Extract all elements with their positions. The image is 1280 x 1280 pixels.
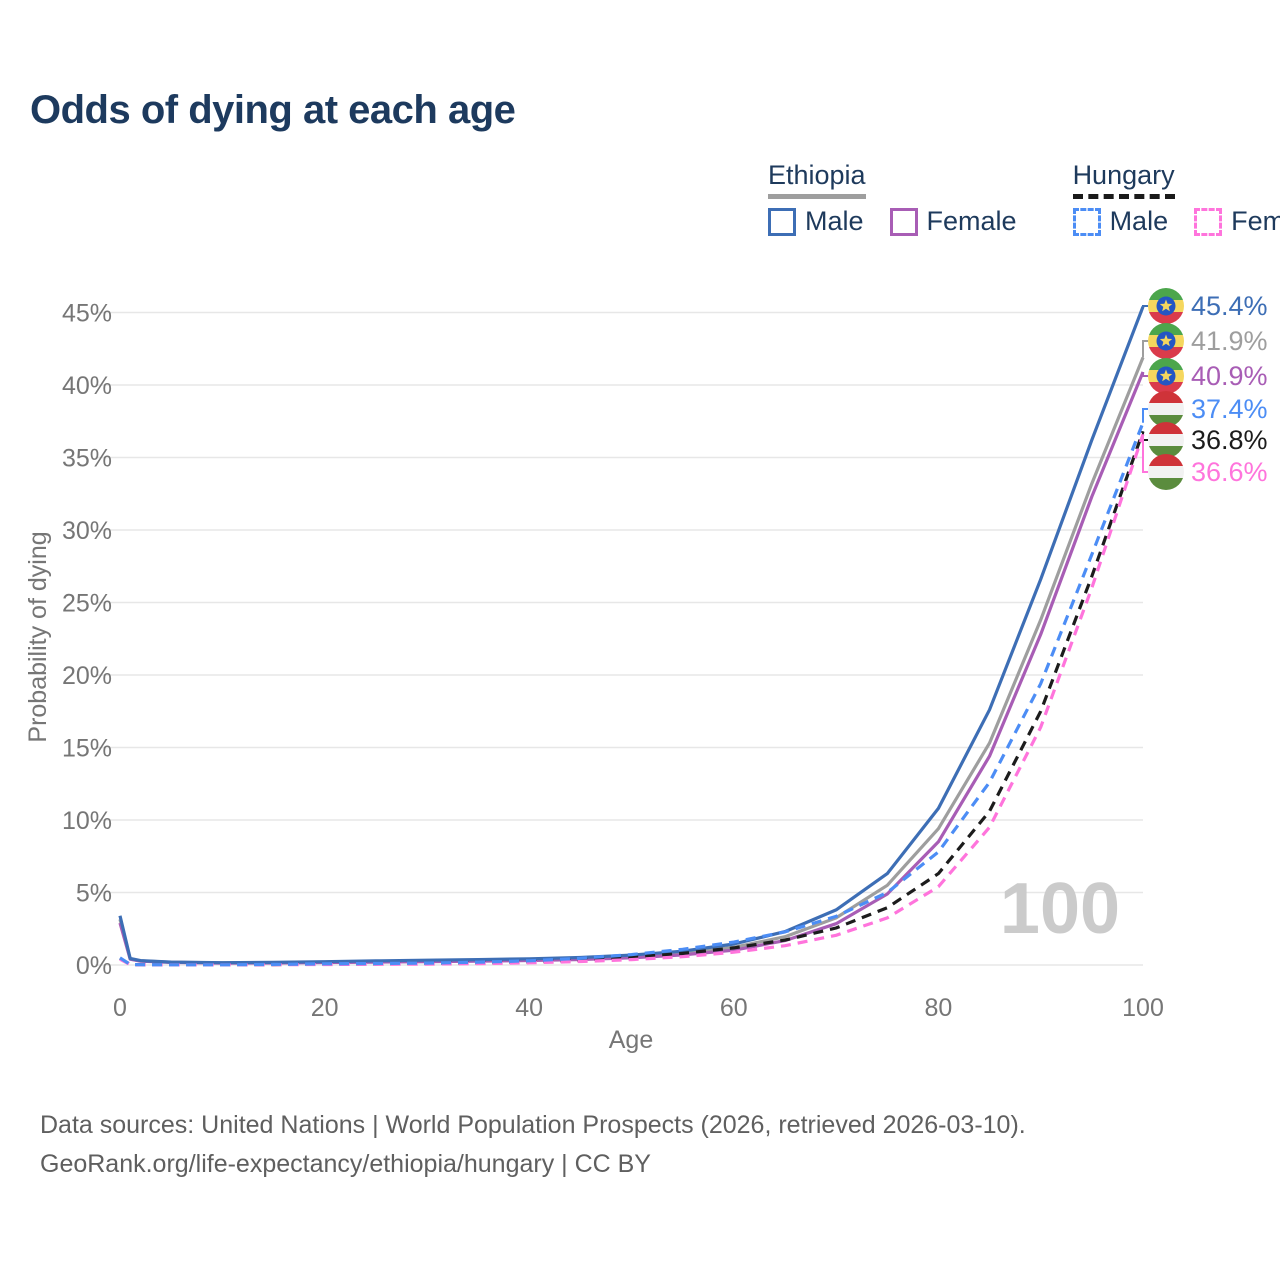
y-tick-label: 15% — [62, 735, 112, 763]
end-label-ethiopia-both: 41.9% — [1148, 323, 1268, 359]
end-label-value: 45.4% — [1191, 290, 1268, 321]
x-tick-label: 80 — [924, 994, 952, 1022]
y-tick-label: 30% — [62, 517, 112, 545]
y-tick-label: 20% — [62, 662, 112, 690]
end-label-value: 36.6% — [1191, 456, 1268, 487]
legend-item-ethiopia-female[interactable]: Female — [889, 206, 1017, 237]
y-tick-label: 5% — [76, 880, 112, 908]
end-label-hungary-male: 37.4% — [1148, 391, 1268, 427]
x-tick-label: 60 — [720, 994, 748, 1022]
hungary-flag-icon — [1148, 454, 1184, 490]
legend-item-hungary-female[interactable]: Female — [1194, 206, 1280, 237]
legend-label: Male — [805, 206, 864, 236]
legend-item-ethiopia-male[interactable]: Male — [768, 206, 864, 237]
end-label-leader-hungary-male — [1142, 408, 1148, 423]
end-label-leader-ethiopia-both — [1142, 340, 1148, 358]
gridlines — [95, 311, 1143, 966]
footer-data-sources: Data sources: United Nations | World Pop… — [40, 1111, 1026, 1139]
tick-labels: 0% 5% 10% 15% 20% 25% 30% 35% 40% 45% 0 20 40 60 80 100 — [62, 300, 1164, 1023]
legend-country-hungary[interactable]: Hungary — [1072, 160, 1175, 199]
y-tick-label: 25% — [62, 590, 112, 618]
page-title: Odds of dying at each age — [30, 88, 516, 132]
end-label-leader-hungary-female — [1142, 434, 1148, 473]
legend-items-ethiopia: Male Female — [768, 206, 1017, 237]
legend-swatch-ethiopia-male — [768, 207, 796, 236]
end-label-hungary-both: 36.8% — [1148, 422, 1268, 458]
age-counter-watermark: 100 — [999, 869, 1121, 949]
legend-label: Female — [1231, 206, 1280, 236]
end-label-leader-ethiopia-male — [1142, 305, 1148, 307]
ethiopia-flag-icon — [1148, 288, 1184, 324]
legend-country-ethiopia[interactable]: Ethiopia — [768, 160, 866, 199]
end-label-value: 41.9% — [1191, 325, 1268, 356]
ethiopia-flag-icon — [1148, 358, 1184, 394]
legend-group-hungary: Hungary Male Female — [1072, 160, 1280, 237]
series-paths — [118, 306, 1145, 967]
legend-item-hungary-male[interactable]: Male — [1072, 206, 1169, 237]
series-line-ethiopia-male[interactable] — [118, 306, 1145, 965]
end-label-hungary-female: 36.6% — [1148, 454, 1268, 490]
y-tick-label: 10% — [62, 807, 112, 835]
y-tick-label: 0% — [76, 952, 112, 980]
legend-swatch-hungary-male — [1072, 207, 1101, 236]
x-tick-label: 20 — [311, 994, 339, 1022]
y-tick-label: 45% — [62, 300, 112, 328]
x-tick-label: 40 — [515, 994, 543, 1022]
y-tick-label: 35% — [62, 445, 112, 473]
end-label-ethiopia-male: 45.4% — [1148, 288, 1268, 324]
legend-group-ethiopia: Ethiopia Male Female — [768, 160, 1017, 237]
x-tick-label: 100 — [1122, 994, 1164, 1022]
end-label-value: 40.9% — [1191, 360, 1268, 391]
series-line-hungary-male[interactable] — [119, 422, 1145, 967]
legend-items-hungary: Male Female — [1072, 206, 1280, 237]
footer-attribution: GeoRank.org/life-expectancy/ethiopia/hun… — [40, 1150, 651, 1178]
y-tick-label: 40% — [62, 372, 112, 400]
chart-legend: Ethiopia Male Female Hungary Male Female — [768, 160, 1280, 237]
footer: Data sources: United Nations | World Pop… — [40, 1106, 1026, 1184]
end-label-leader-ethiopia-female — [1142, 372, 1148, 377]
legend-swatch-ethiopia-female — [889, 207, 918, 236]
end-label-value: 37.4% — [1191, 393, 1268, 424]
legend-label: Female — [926, 206, 1017, 236]
x-tick-label: 0 — [113, 994, 127, 1022]
end-label-ethiopia-female: 40.9% — [1148, 358, 1268, 394]
legend-swatch-hungary-female — [1194, 207, 1223, 236]
x-axis-title: Age — [609, 1026, 653, 1054]
hungary-flag-icon — [1148, 391, 1184, 427]
ethiopia-flag-icon — [1148, 323, 1184, 359]
hungary-flag-icon — [1148, 422, 1184, 458]
end-label-leader-lines — [1142, 305, 1148, 473]
y-axis-title: Probability of dying — [24, 531, 52, 742]
legend-label: Male — [1109, 206, 1169, 236]
end-label-value: 36.8% — [1191, 424, 1268, 455]
